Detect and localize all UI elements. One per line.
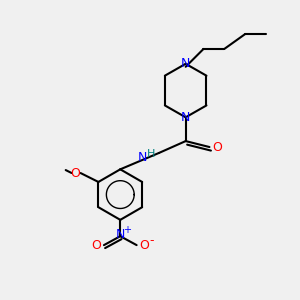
Text: O: O bbox=[139, 238, 149, 252]
Text: N: N bbox=[181, 111, 190, 124]
Text: -: - bbox=[150, 234, 154, 247]
Text: O: O bbox=[92, 238, 101, 252]
Text: O: O bbox=[70, 167, 80, 179]
Text: N: N bbox=[138, 151, 147, 164]
Text: N: N bbox=[181, 57, 190, 70]
Text: N: N bbox=[116, 228, 125, 241]
Text: +: + bbox=[123, 225, 131, 235]
Text: O: O bbox=[212, 140, 222, 154]
Text: H: H bbox=[147, 149, 156, 160]
